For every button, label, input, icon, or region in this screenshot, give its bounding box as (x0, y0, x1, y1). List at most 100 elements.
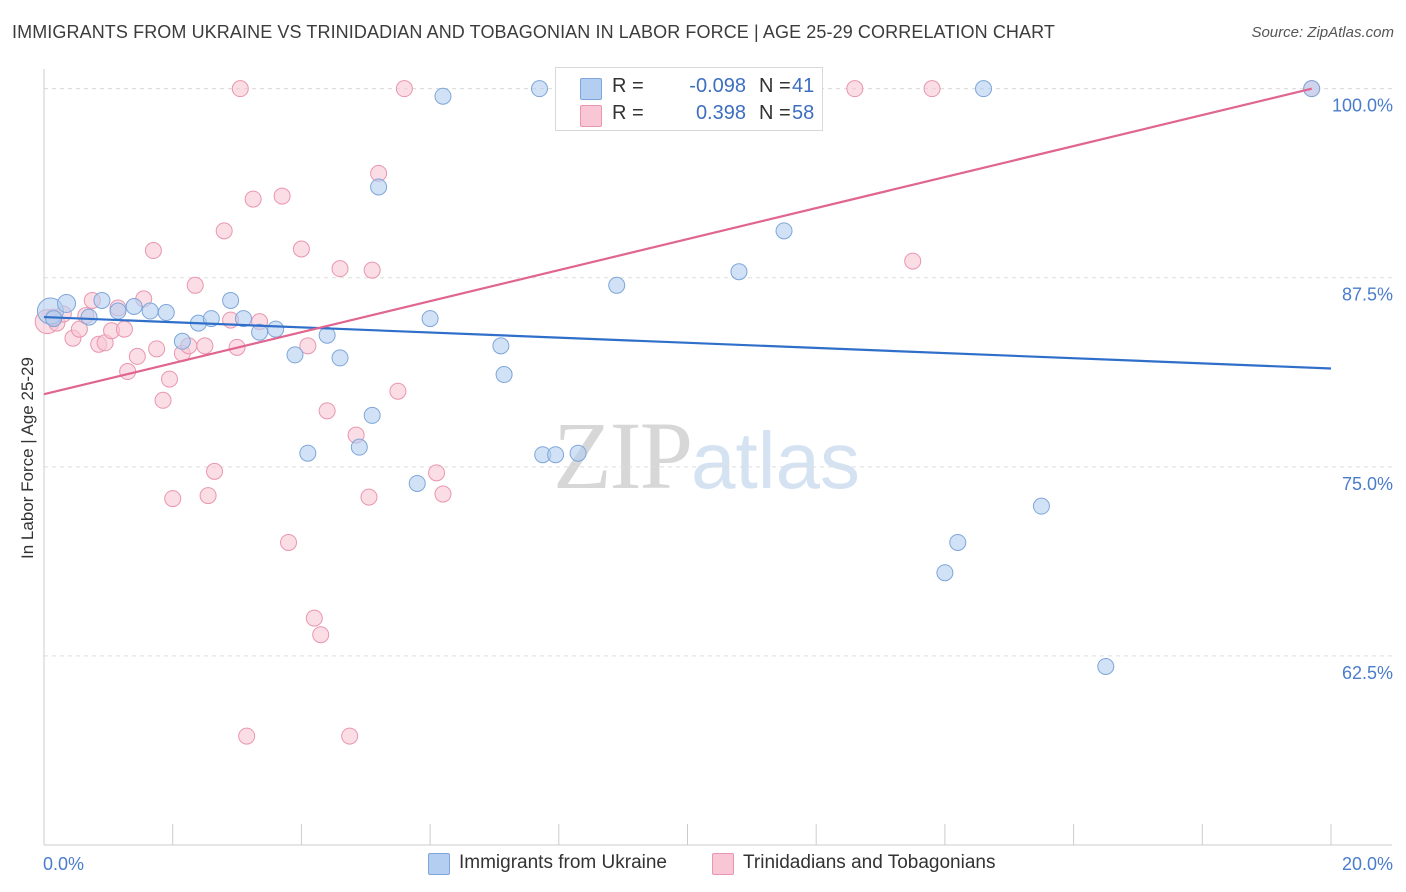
ukraine-point (157, 304, 175, 322)
ukraine-point (530, 80, 548, 98)
trinidadian-point (280, 533, 298, 551)
trinidadian-point (299, 337, 317, 355)
ukraine-points (36, 80, 1321, 676)
axes (43, 69, 1392, 846)
trinidadian-point (428, 464, 446, 482)
trinidadian-point (273, 187, 291, 205)
ukraine-point (267, 320, 285, 338)
ukraine-point (331, 349, 349, 367)
trinidadian-point (360, 488, 378, 506)
ukraine-point (421, 310, 439, 328)
ukraine-legend-label: Immigrants from Ukraine (459, 852, 667, 873)
trinidadian-point (231, 80, 249, 98)
trinidadian-point (318, 402, 336, 420)
gridlines (44, 88, 1392, 657)
trinidadian-point (904, 252, 922, 270)
y-tick-label: 62.5% (1342, 663, 1393, 683)
y-axis-label: In Labor Force | Age 25-29 (18, 357, 37, 559)
trinidadian-legend-label: Trinidadians and Tobagonians (743, 852, 996, 873)
trinidadian-points (34, 80, 1321, 745)
trinidadian-point (196, 337, 214, 355)
x-tick-label: 0.0% (43, 854, 84, 874)
trinidadian-trend-line (43, 87, 1312, 396)
ukraine-point (949, 533, 967, 551)
ukraine-point (547, 446, 565, 464)
trinidadian-point (119, 363, 137, 381)
trinidadian-point (148, 340, 166, 358)
ukraine-point (93, 291, 111, 309)
ukraine-point (125, 297, 143, 315)
ukraine-point (318, 326, 336, 344)
ukraine-point (109, 302, 127, 320)
ukraine-point (80, 308, 98, 326)
chart-title: IMMIGRANTS FROM UKRAINE VS TRINIDADIAN A… (12, 22, 1055, 42)
n-value-ukraine: 41 (792, 75, 815, 97)
ukraine-point (936, 564, 954, 582)
ukraine-point (492, 337, 510, 355)
n-label: N = (759, 75, 791, 97)
ukraine-point (141, 302, 159, 320)
correlation-legend: R = -0.098 N = 41 R = 0.398 N = 58 (555, 67, 823, 131)
r-label: R = (612, 75, 644, 97)
trinidadian-point (144, 242, 162, 260)
trinidadian-point (292, 240, 310, 258)
ukraine-point (222, 291, 240, 309)
ukraine-point (434, 87, 452, 105)
trinidadian-point (128, 347, 146, 365)
trinidadian-legend-swatch (712, 853, 734, 875)
ukraine-point (251, 323, 269, 341)
ukraine-point (350, 438, 368, 456)
ukraine-point (730, 263, 748, 281)
trend-lines (43, 87, 1332, 396)
ukraine-point (173, 332, 191, 350)
ukraine-trend-line (43, 315, 1332, 370)
trinidadian-point (154, 391, 172, 409)
ukraine-point (495, 366, 513, 384)
ukraine-point (286, 346, 304, 364)
trinidadian-point (923, 80, 941, 98)
trinidadian-point (186, 276, 204, 294)
ukraine-legend-swatch (428, 853, 450, 875)
trinidadian-point (846, 80, 864, 98)
source-credit: Source: ZipAtlas.com (1251, 24, 1394, 41)
trinidadian-point (238, 727, 256, 745)
x-tick-label: 20.0% (1342, 854, 1393, 874)
trinidadian-point (70, 320, 88, 338)
trinidadian-point (160, 370, 178, 388)
r-value-trinidadian: 0.398 (695, 102, 746, 124)
ukraine-point (57, 293, 77, 313)
trinidadian-point (395, 80, 413, 98)
y-tick-label: 100.0% (1332, 96, 1393, 116)
ukraine-point (408, 474, 426, 492)
trinidadian-point (199, 487, 217, 505)
ukraine-point (370, 178, 388, 196)
n-label: N = (759, 102, 791, 124)
trinidadian-point (312, 626, 330, 644)
ukraine-point (299, 444, 317, 462)
trinidadian-point (341, 727, 359, 745)
ukraine-swatch (580, 78, 602, 100)
trinidadian-point (115, 320, 133, 338)
tick-labels: 62.5% 75.0% 87.5% 100.0% 0.0% 20.0% (43, 96, 1393, 874)
ukraine-point (775, 222, 793, 240)
trinidadian-point (215, 222, 233, 240)
r-value-ukraine: -0.098 (689, 75, 746, 97)
ukraine-point (363, 406, 381, 424)
y-tick-label: 75.0% (1342, 474, 1393, 494)
trinidadian-point (434, 485, 452, 503)
ukraine-point (1032, 497, 1050, 515)
ukraine-point (608, 276, 626, 294)
ukraine-point (569, 444, 587, 462)
y-tick-label: 87.5% (1342, 285, 1393, 305)
trinidadian-point (164, 490, 182, 508)
ukraine-point (1097, 658, 1115, 676)
trinidadian-point (244, 190, 262, 208)
r-label: R = (612, 102, 644, 124)
n-value-trinidadian: 58 (792, 102, 815, 124)
ukraine-point (234, 310, 252, 328)
trinidadian-point (206, 462, 224, 480)
trinidadian-point (331, 260, 349, 278)
trinidadian-swatch (580, 105, 602, 127)
trinidadian-point (389, 382, 407, 400)
